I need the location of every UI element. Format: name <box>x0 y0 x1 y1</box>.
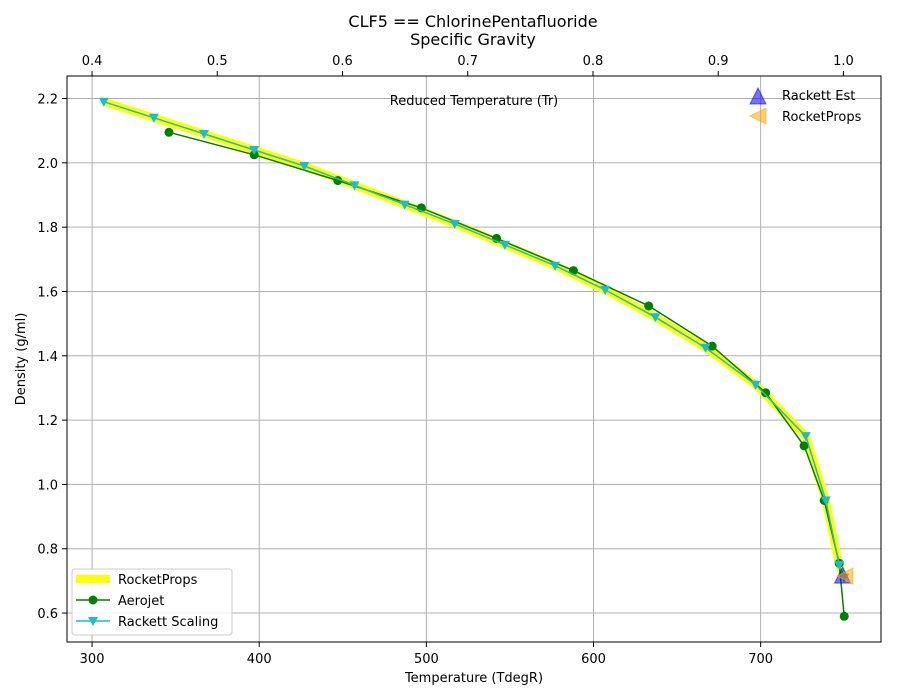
aerojet-point <box>839 611 849 621</box>
rackett-scaling-point <box>800 432 811 442</box>
y-tick-label: 0.8 <box>37 543 58 558</box>
y-tick-label: 1.4 <box>37 350 58 365</box>
aerojet-point <box>799 441 809 451</box>
plot-area-frame <box>66 75 882 643</box>
legend-rackett-scaling-marker <box>88 617 98 626</box>
top-tick-label: 0.6 <box>332 54 353 69</box>
rackett-scaling-point <box>199 129 210 139</box>
rackett-scaling-point <box>700 343 711 353</box>
point-markers <box>833 565 854 585</box>
y-tick-label: 2.0 <box>37 157 58 172</box>
rackett-scaling-point <box>249 145 260 155</box>
rackett-scaling-point <box>148 113 159 123</box>
legend-rackett-scaling-label: Rackett Scaling <box>118 615 218 630</box>
rackett-scaling-point <box>600 285 611 295</box>
legend-upper-right: Rackett Est RocketProps <box>748 86 862 125</box>
top-tick-label: 0.7 <box>457 54 478 69</box>
legend-rocketprops-label: RocketProps <box>118 573 198 588</box>
top-axis-ticks: 0.4 0.5 0.6 0.7 0.8 0.9 1.0 <box>82 54 854 76</box>
top-tick-label: 0.5 <box>207 54 228 69</box>
legend-lower-box <box>71 568 233 636</box>
legend-rackett-est-marker <box>749 86 767 105</box>
aerojet-point <box>164 127 174 137</box>
data-series <box>98 97 850 621</box>
y-tick-label: 1.0 <box>37 478 58 493</box>
y-tick-label: 0.6 <box>37 607 58 622</box>
top-tick-label: 0.9 <box>708 54 729 69</box>
top-tick-label: 1.0 <box>833 54 854 69</box>
rackett-scaling-point <box>98 97 109 107</box>
chart-title: CLF5 == ChlorinePentafluoride <box>348 12 597 31</box>
x-tick-label: 600 <box>581 652 606 667</box>
x-tick-label: 500 <box>414 652 439 667</box>
grid-lines <box>67 76 881 642</box>
legend-rocketprops-est-marker <box>748 107 767 125</box>
legend-rackett-est-label: Rackett Est <box>782 89 855 104</box>
rocketprops-marker-point <box>835 567 854 585</box>
rackett-scaling-point <box>499 240 510 250</box>
rackett-scaling-point <box>650 313 661 323</box>
y-axis-ticks: 0.6 0.8 1.0 1.2 1.4 1.6 1.8 2.0 2.2 <box>37 93 67 622</box>
rackett-scaling-point <box>550 261 561 271</box>
legend-rocketprops-est-label: RocketProps <box>782 110 862 125</box>
y-tick-label: 2.2 <box>37 93 58 108</box>
top-axis-title: Reduced Temperature (Tr) <box>390 94 558 109</box>
aerojet-point <box>644 301 654 311</box>
x-tick-label: 700 <box>748 652 773 667</box>
rackett-scaling-point <box>820 496 831 506</box>
rackett-scaling-point <box>399 200 410 210</box>
y-axis-title: Density (g/ml) <box>14 313 29 406</box>
x-axis-ticks: 300 400 500 600 700 <box>80 642 773 667</box>
legend-lower-left: RocketProps Aerojet Rackett Scaling <box>71 568 233 636</box>
legend-aerojet-label: Aerojet <box>118 594 164 609</box>
x-tick-label: 300 <box>80 652 105 667</box>
rackett-scaling-point <box>299 162 310 172</box>
x-axis-title: Temperature (TdegR) <box>404 671 543 686</box>
rackett-scaling-point <box>449 219 460 229</box>
y-tick-label: 1.8 <box>37 221 58 236</box>
rackett-scaling-point <box>750 380 761 390</box>
x-tick-label: 400 <box>247 652 272 667</box>
y-tick-label: 1.2 <box>37 414 58 429</box>
legend-aerojet-marker <box>88 595 98 605</box>
top-tick-label: 0.8 <box>583 54 604 69</box>
chart-subtitle: Specific Gravity <box>410 30 536 49</box>
top-tick-label: 0.4 <box>82 54 103 69</box>
rackett-scaling-line <box>103 100 845 578</box>
rackett-scaling-point <box>834 560 845 570</box>
y-tick-label: 1.6 <box>37 285 58 300</box>
rackett-scaling-point <box>349 181 360 191</box>
aerojet-point <box>761 388 771 398</box>
